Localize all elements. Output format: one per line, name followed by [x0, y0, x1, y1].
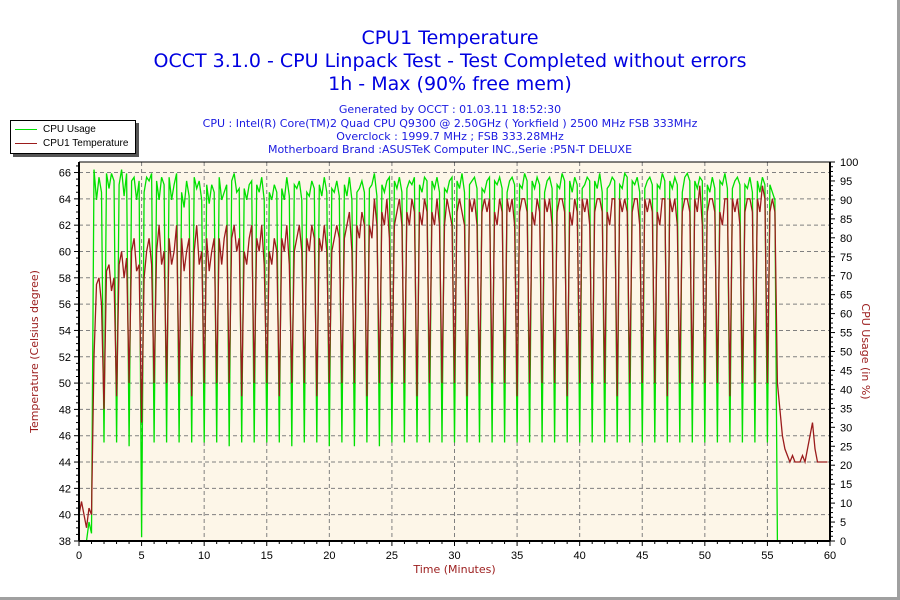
x-tick-label: 60: [824, 550, 836, 562]
y2-tick-label: 75: [840, 252, 852, 264]
chart-title: CPU1 Temperature: [361, 27, 539, 49]
x-tick-label: 0: [76, 550, 82, 562]
y2-tick-label: 40: [840, 384, 852, 396]
y-axis-title: Temperature (Celsius degree): [28, 270, 41, 434]
y-tick-label: 62: [59, 220, 71, 232]
series-line-cpu1-temperature: [78, 185, 828, 528]
generated-info: Generated by OCCT : 01.03.11 18:52:30: [338, 103, 562, 116]
y-tick-label: 42: [59, 483, 71, 495]
y-tick-label: 40: [59, 510, 71, 522]
x-axis-title: Time (Minutes): [412, 563, 495, 576]
y-tick-label: 38: [59, 536, 71, 548]
y-tick-label: 64: [59, 194, 71, 206]
y2-tick-label: 65: [840, 290, 852, 302]
y2-tick-label: 30: [840, 422, 852, 434]
y2-tick-label: 25: [840, 441, 852, 453]
window-frame-bottom: [0, 597, 900, 600]
y2-tick-label: 5: [840, 517, 846, 529]
y2-tick-label: 80: [840, 233, 852, 245]
y2-tick-label: 45: [840, 365, 852, 377]
cpu-info: CPU : Intel(R) Core(TM)2 Quad CPU Q9300 …: [202, 117, 698, 130]
x-tick-label: 30: [448, 550, 460, 562]
x-tick-label: 45: [636, 550, 648, 562]
x-tick-label: 35: [511, 550, 523, 562]
y2-tick-label: 0: [840, 536, 846, 548]
y-tick-label: 52: [59, 352, 71, 364]
y2-tick-label: 10: [840, 498, 852, 510]
y2-tick-label: 15: [840, 479, 852, 491]
legend-label-cpu-usage: CPU Usage: [43, 124, 96, 135]
legend-item-cpu1-temperature: CPU1 Temperature: [15, 137, 128, 150]
y-tick-label: 58: [59, 273, 71, 285]
y-tick-label: 56: [59, 299, 71, 311]
x-tick-label: 25: [386, 550, 398, 562]
y2-tick-label: 50: [840, 347, 852, 359]
motherboard-info: Motherboard Brand :ASUSTeK Computer INC.…: [267, 143, 633, 156]
y2-tick-label: 20: [840, 460, 852, 472]
x-tick-label: 15: [261, 550, 273, 562]
y2-tick-label: 95: [840, 176, 852, 188]
y2-tick-label: 85: [840, 214, 852, 226]
legend-swatch-cpu-usage: [15, 129, 37, 130]
x-tick-label: 40: [574, 550, 586, 562]
x-tick-label: 55: [761, 550, 773, 562]
y2-tick-label: 55: [840, 328, 852, 340]
y2-tick-label: 35: [840, 403, 852, 415]
legend-item-cpu-usage: CPU Usage: [15, 123, 96, 136]
legend-swatch-cpu1-temperature: [15, 143, 37, 144]
y2-tick-label: 100: [840, 157, 858, 169]
overclock-info: Overclock : 1999.7 MHz ; FSB 333.28MHz: [336, 130, 564, 143]
legend: CPU Usage CPU1 Temperature: [10, 120, 136, 154]
x-tick-label: 20: [323, 550, 335, 562]
y2-axis-title: CPU Usage (in %): [859, 303, 872, 399]
x-tick-label: 10: [198, 550, 210, 562]
y-tick-label: 48: [59, 404, 71, 416]
x-tick-label: 50: [699, 550, 711, 562]
y-tick-label: 50: [59, 378, 71, 390]
y-tick-label: 66: [59, 168, 71, 180]
y-tick-label: 46: [59, 431, 71, 443]
y-tick-label: 60: [59, 246, 71, 258]
y2-tick-label: 60: [840, 309, 852, 321]
y-tick-label: 44: [59, 457, 71, 469]
y-tick-label: 54: [59, 325, 71, 337]
window-frame-right: [897, 0, 900, 600]
y2-tick-label: 90: [840, 195, 852, 207]
chart-subtitle-test: OCCT 3.1.0 - CPU Linpack Test - Test Com…: [153, 50, 747, 72]
x-tick-label: 5: [139, 550, 145, 562]
chart-subtitle-mode: 1h - Max (90% free mem): [328, 73, 572, 95]
legend-label-cpu1-temperature: CPU1 Temperature: [43, 138, 129, 149]
y2-tick-label: 70: [840, 271, 852, 283]
